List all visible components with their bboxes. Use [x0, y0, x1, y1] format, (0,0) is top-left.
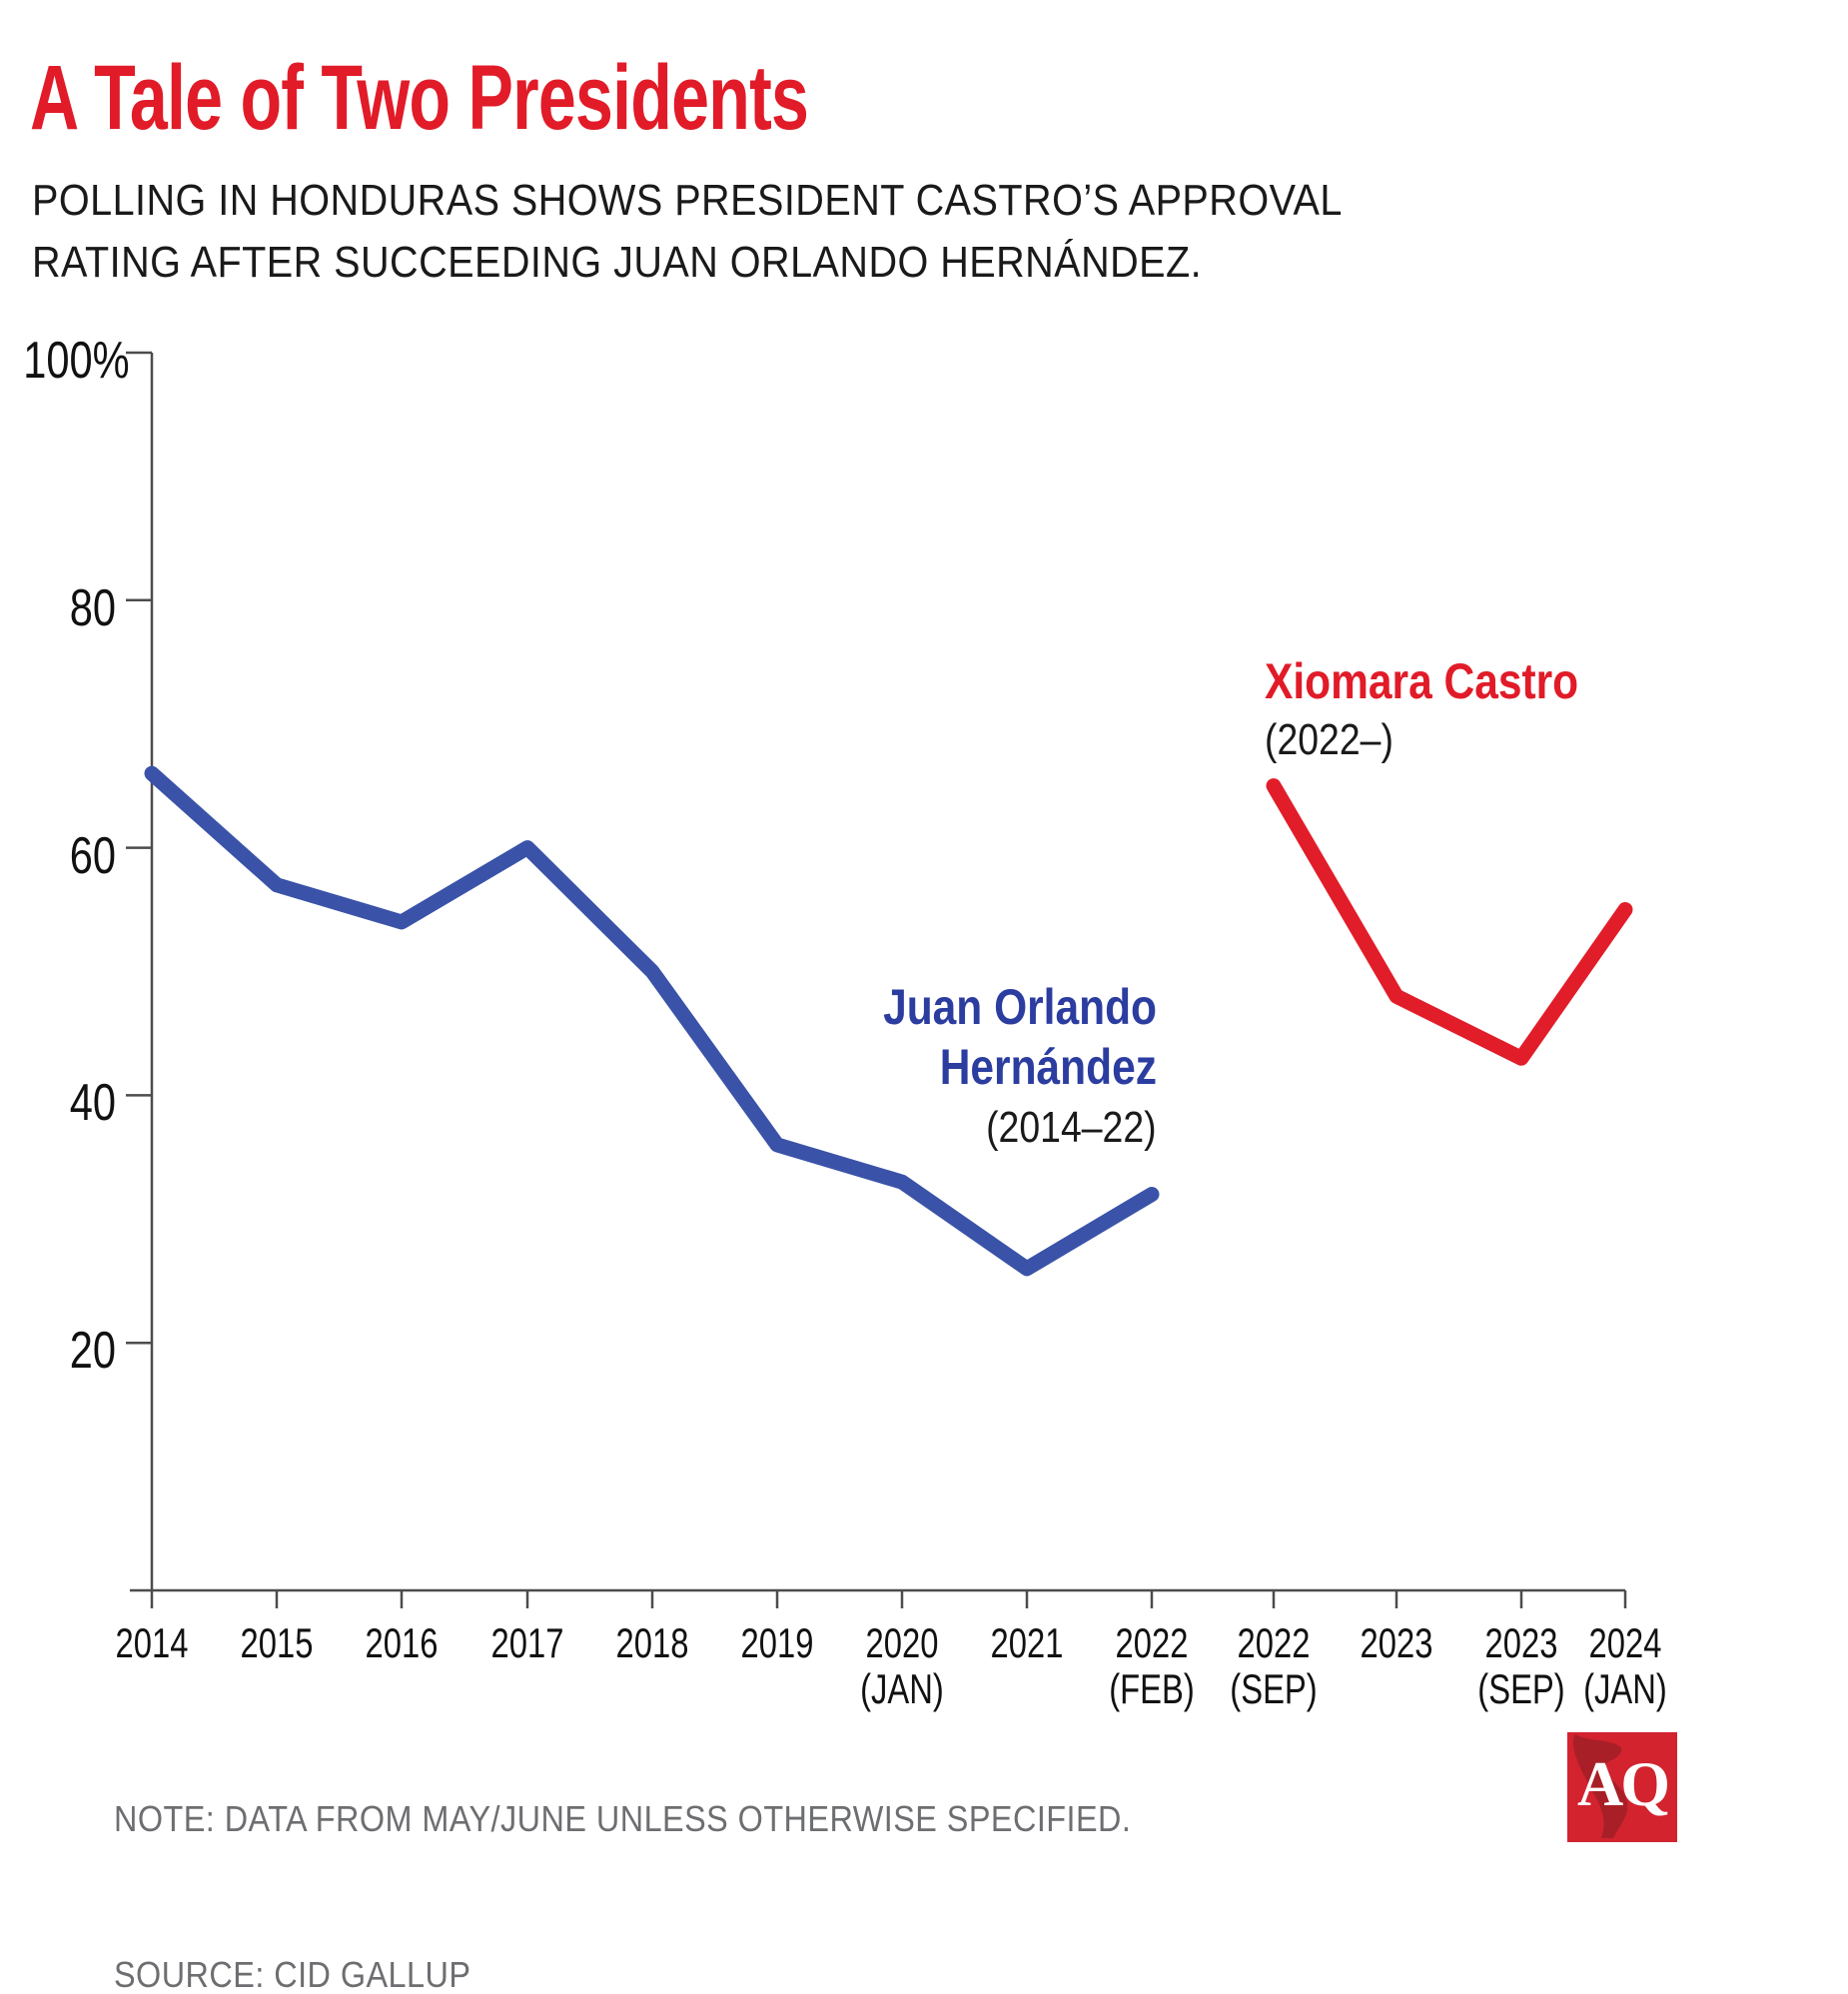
series-label-castro: Xiomara Castro [1265, 653, 1579, 709]
series-label-hernandez: Juan Orlando Hernández [883, 979, 1157, 1095]
subtitle-line-1: POLLING IN HONDURAS SHOWS PRESIDENT CAST… [32, 176, 1343, 225]
series-line-castro [1266, 778, 1633, 1066]
chart-source: SOURCE: CID GALLUP [114, 1954, 471, 1994]
subtitle-line-2: RATING AFTER SUCCEEDING JUAN ORLANDO HER… [32, 238, 1203, 287]
series-period-hernandez: (2014–22) [986, 1103, 1157, 1152]
series-period-castro: (2022–) [1265, 715, 1393, 764]
page-subtitle: POLLING IN HONDURAS SHOWS PRESIDENT CAST… [32, 170, 1488, 294]
aq-logo: AQ [1567, 1732, 1677, 1842]
americas-map-shape [1572, 1734, 1628, 1838]
series-line-hernandez [144, 765, 1160, 1277]
chart-note: NOTE: DATA FROM MAY/JUNE UNLESS OTHERWIS… [114, 1798, 1132, 1839]
page-title: A Tale of Two Presidents [30, 47, 809, 149]
aq-logo-text: AQ [1577, 1748, 1670, 1819]
